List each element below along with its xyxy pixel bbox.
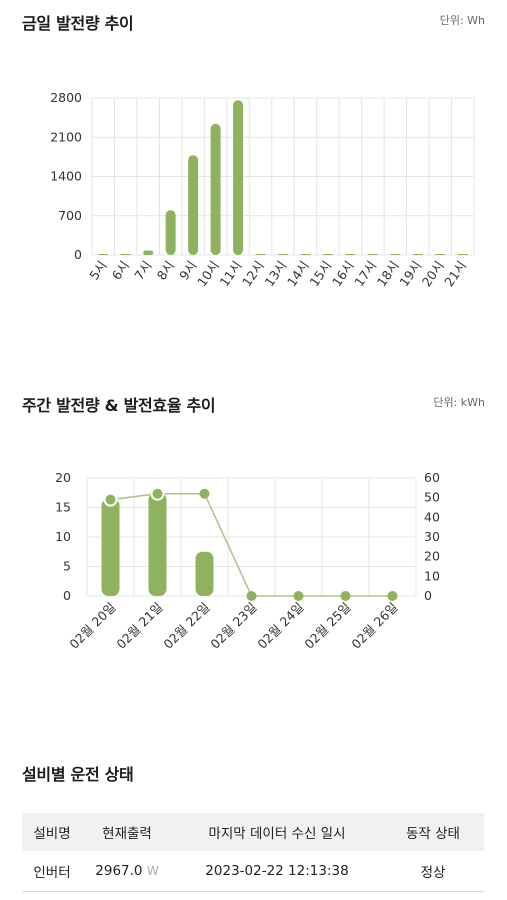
- y-tick-label-right: 60: [424, 470, 440, 485]
- x-tick-label: 02월 24일: [254, 600, 306, 652]
- y-tick-label-left: 5: [63, 559, 71, 574]
- x-tick-label: 13시: [261, 258, 289, 289]
- equipment-status-title: 설비별 운전 상태: [22, 765, 134, 784]
- x-tick-label: 11시: [217, 258, 245, 289]
- y-tick-label: 0: [74, 247, 82, 262]
- y-tick-label: 700: [58, 208, 82, 223]
- bar: [255, 254, 266, 255]
- bar: [101, 498, 120, 596]
- bar: [143, 250, 154, 255]
- x-tick-label: 12시: [239, 258, 267, 289]
- x-tick-label: 02월 21일: [113, 600, 165, 652]
- last-received-cell: 2023-02-22 12:13:38: [172, 851, 382, 892]
- weekly-unit-label: 단위: kWh: [433, 396, 485, 409]
- x-tick-label: 02월 20일: [66, 600, 118, 652]
- x-tick-label: 7시: [131, 258, 154, 283]
- x-tick-label: 02월 25일: [301, 600, 353, 652]
- bar: [322, 254, 333, 255]
- x-tick-label: 02월 22일: [160, 600, 212, 652]
- table-header-row: 설비명 현재출력 마지막 데이터 수신 일시 동작 상태: [22, 813, 484, 851]
- line-point: [246, 591, 257, 601]
- equipment-status-table: 설비명 현재출력 마지막 데이터 수신 일시 동작 상태 인버터 2967.0 …: [22, 813, 484, 892]
- y-tick-label-right: 40: [424, 509, 440, 524]
- line-point: [340, 591, 351, 601]
- y-tick-label-left: 0: [63, 588, 71, 603]
- header-equipment-name: 설비명: [22, 813, 82, 851]
- bar: [188, 155, 199, 255]
- y-tick-label: 2100: [50, 129, 82, 144]
- x-tick-label: 02월 26일: [348, 600, 400, 652]
- y-tick-label: 1400: [50, 169, 82, 184]
- x-tick-label: 10시: [194, 258, 222, 289]
- x-tick-label: 20시: [419, 258, 447, 289]
- weekly-chart-title: 주간 발전량 & 발전효율 추이: [22, 396, 216, 415]
- y-tick-label-left: 15: [55, 500, 71, 515]
- daily-chart-title: 금일 발전량 추이: [22, 14, 134, 33]
- bar: [195, 551, 214, 596]
- y-tick-label-left: 20: [55, 470, 71, 485]
- y-tick-label-right: 30: [424, 529, 440, 544]
- bar: [435, 254, 446, 255]
- daily-unit-label: 단위: Wh: [439, 14, 485, 27]
- current-output-cell: 2967.0 W: [82, 851, 172, 892]
- table-row[interactable]: 인버터 2967.0 W 2023-02-22 12:13:38 정상: [22, 851, 484, 892]
- bar: [233, 100, 244, 255]
- x-tick-label: 16시: [329, 258, 357, 289]
- y-tick-label-right: 0: [424, 588, 432, 603]
- output-unit: W: [146, 864, 159, 878]
- y-tick-label-right: 50: [424, 490, 440, 505]
- bar: [457, 254, 468, 255]
- y-tick-label-left: 10: [55, 529, 71, 544]
- bar: [210, 123, 221, 255]
- y-tick-label-right: 20: [424, 549, 440, 564]
- x-tick-label: 18시: [374, 258, 402, 289]
- bar: [98, 254, 109, 255]
- x-tick-label: 17시: [351, 258, 379, 289]
- x-tick-label: 5시: [86, 258, 109, 283]
- equipment-name-cell: 인버터: [22, 851, 82, 892]
- x-tick-label: 14시: [284, 258, 312, 289]
- bar: [412, 254, 423, 255]
- bar: [300, 254, 311, 255]
- line-point: [293, 591, 304, 601]
- bar: [148, 492, 167, 596]
- bar: [120, 254, 131, 255]
- header-current-output: 현재출력: [82, 813, 172, 851]
- bar: [165, 210, 176, 255]
- line-point: [387, 591, 398, 601]
- header-operation-status: 동작 상태: [382, 813, 484, 851]
- x-tick-label: 6시: [109, 258, 132, 283]
- bar: [345, 254, 356, 255]
- y-tick-label-right: 10: [424, 568, 440, 583]
- output-value: 2967.0: [95, 863, 143, 879]
- x-tick-label: 19시: [396, 258, 424, 289]
- bar: [367, 254, 378, 255]
- bar: [278, 254, 288, 255]
- x-tick-label: 15시: [306, 258, 334, 289]
- line-point: [152, 488, 163, 499]
- x-tick-label: 8시: [154, 258, 177, 283]
- header-last-received: 마지막 데이터 수신 일시: [172, 813, 382, 851]
- x-tick-label: 21시: [441, 258, 469, 289]
- bar: [390, 254, 401, 255]
- y-tick-label: 2800: [50, 90, 82, 105]
- x-tick-label: 02월 23일: [207, 600, 259, 652]
- line-point: [105, 494, 116, 505]
- status-cell: 정상: [382, 851, 484, 892]
- line-point: [199, 488, 210, 499]
